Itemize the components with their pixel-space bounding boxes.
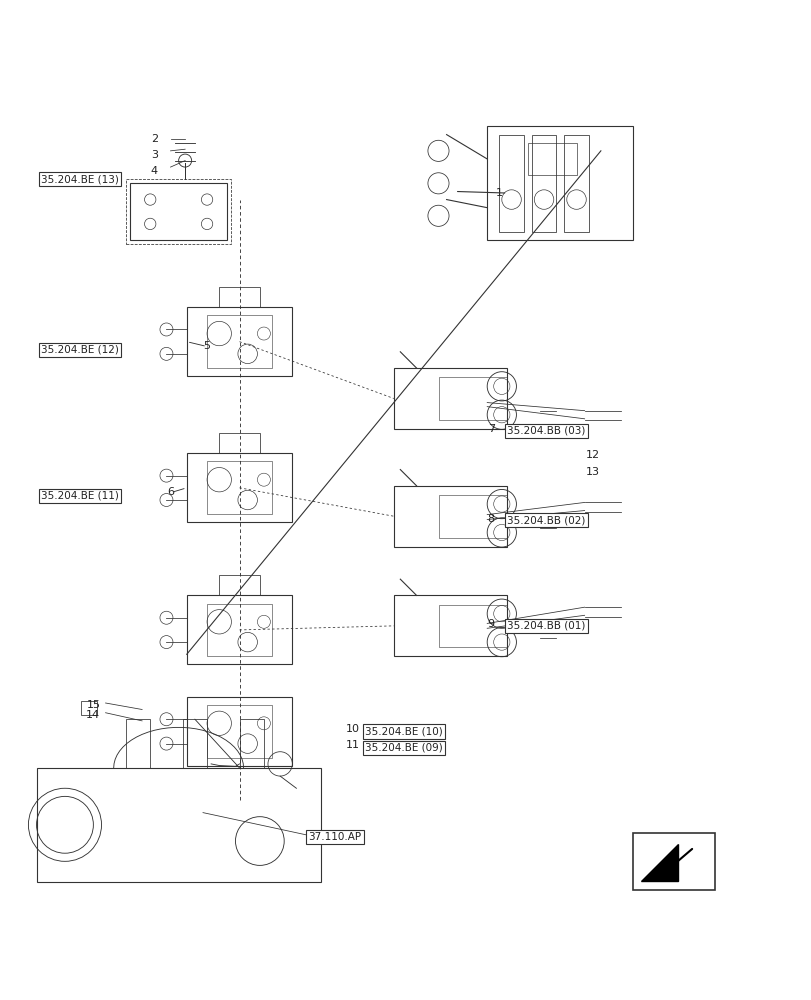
Bar	[527, 143, 576, 175]
Text: 35.204.BB (01): 35.204.BB (01)	[507, 621, 586, 631]
Text: 2: 2	[151, 134, 157, 144]
Text: 9: 9	[487, 619, 494, 629]
Bar	[564, 135, 588, 232]
Text: 35.204.BB (03): 35.204.BB (03)	[507, 426, 586, 436]
Bar	[393, 486, 507, 547]
Text: 6: 6	[167, 487, 174, 497]
Bar	[393, 595, 507, 656]
Polygon shape	[641, 844, 677, 881]
Text: 15: 15	[86, 700, 101, 710]
Bar	[187, 595, 292, 664]
Bar	[393, 368, 507, 429]
Text: 10: 10	[345, 724, 360, 734]
Bar	[219, 575, 260, 595]
Text: 5: 5	[204, 341, 210, 351]
Text: 14: 14	[86, 710, 101, 720]
Bar	[130, 183, 227, 240]
Text: 35.204.BE (11): 35.204.BE (11)	[41, 491, 118, 501]
Text: 4: 4	[151, 166, 157, 176]
Text: 8: 8	[487, 514, 494, 524]
Bar	[182, 719, 207, 768]
Text: 12: 12	[585, 450, 599, 460]
Bar	[219, 433, 260, 453]
Text: 13: 13	[585, 467, 599, 477]
Bar	[126, 719, 150, 768]
Text: 37.110.AP: 37.110.AP	[308, 832, 361, 842]
Bar	[207, 705, 272, 758]
Text: 35.204.BE (13): 35.204.BE (13)	[41, 174, 118, 184]
Bar	[207, 315, 272, 368]
Text: 35.204.BE (12): 35.204.BE (12)	[41, 345, 118, 355]
Bar	[219, 287, 260, 307]
Bar	[207, 604, 272, 656]
Bar	[187, 453, 292, 522]
Text: 3: 3	[151, 150, 157, 160]
Text: 35.204.BE (09): 35.204.BE (09)	[365, 743, 443, 753]
Bar	[633, 833, 714, 890]
Bar	[531, 135, 556, 232]
Text: 35.204.BE (10): 35.204.BE (10)	[365, 726, 443, 736]
Text: 7: 7	[487, 424, 494, 434]
Bar	[126, 179, 231, 244]
Bar	[439, 377, 507, 420]
Bar	[439, 495, 507, 538]
Text: 35.204.BB (02): 35.204.BB (02)	[507, 515, 586, 525]
Text: 11: 11	[345, 740, 360, 750]
Bar	[187, 697, 292, 766]
Text: 1: 1	[496, 188, 502, 198]
Bar	[239, 719, 264, 768]
Bar	[81, 701, 97, 715]
Bar	[499, 135, 523, 232]
Bar	[187, 307, 292, 376]
Bar	[36, 768, 320, 882]
Bar	[207, 461, 272, 514]
Bar	[439, 605, 507, 647]
